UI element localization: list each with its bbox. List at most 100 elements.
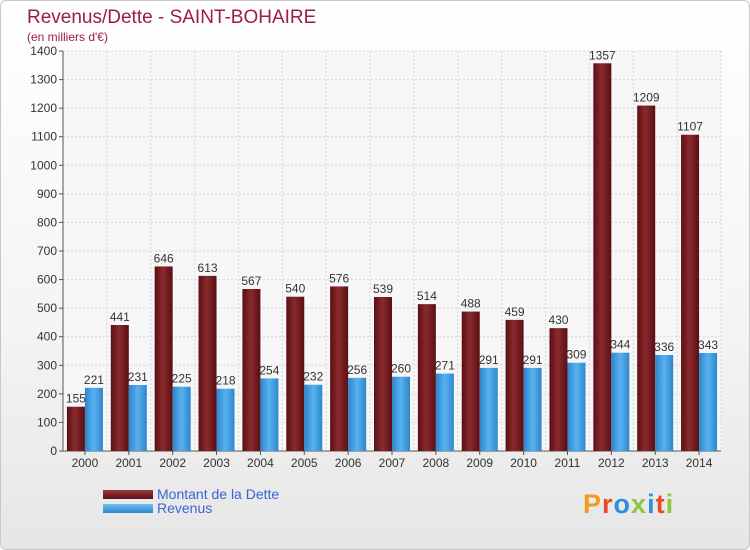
legend-swatch-debt [103, 490, 153, 499]
y-tick-label: 600 [37, 273, 57, 287]
bar-revenus [172, 386, 191, 451]
y-tick-label: 1400 [30, 44, 57, 58]
logo-letter: P [583, 489, 603, 519]
bar-revenus [479, 367, 498, 451]
data-label-debt: 540 [285, 282, 305, 296]
data-label-revenus: 221 [84, 373, 104, 387]
data-label-debt: 567 [241, 274, 261, 288]
chart-title: Revenus/Dette - SAINT-BOHAIRE [27, 7, 317, 28]
y-tick-label: 1100 [31, 130, 57, 144]
data-label-revenus: 218 [216, 374, 236, 388]
y-tick-label: 800 [37, 215, 57, 229]
proxiti-logo: Proxiti [583, 489, 674, 520]
y-tick-label: 1000 [30, 158, 57, 172]
logo-letter: i [647, 489, 656, 519]
data-label-debt: 430 [548, 313, 568, 327]
bar-debt [198, 275, 217, 451]
data-label-debt: 441 [110, 310, 130, 324]
data-label-debt: 155 [66, 392, 86, 406]
x-tick-label: 2006 [335, 456, 362, 470]
data-label-debt: 539 [373, 282, 393, 296]
bar-debt [637, 105, 656, 452]
bar-revenus [392, 376, 410, 451]
y-tick-label: 400 [37, 330, 57, 344]
data-label-revenus: 291 [523, 353, 543, 367]
x-tick-label: 2010 [510, 456, 537, 470]
bar-revenus [84, 387, 103, 451]
bar-revenus [128, 385, 147, 451]
x-tick-label: 2007 [379, 456, 406, 470]
data-label-revenus: 344 [610, 338, 630, 352]
data-label-revenus: 336 [654, 340, 674, 354]
data-label-debt: 646 [154, 251, 174, 265]
bar-revenus [699, 353, 718, 451]
data-label-revenus: 260 [391, 362, 411, 376]
bar-debt [593, 63, 612, 452]
bar-debt [242, 289, 261, 451]
bar-debt [330, 286, 349, 451]
y-tick-label: 200 [37, 387, 57, 401]
data-label-debt: 488 [461, 297, 481, 311]
bar-debt [286, 296, 305, 451]
chart-subtitle: (en milliers d'€) [27, 30, 108, 44]
data-label-debt: 1107 [677, 120, 703, 134]
logo-letter: r [602, 489, 614, 519]
logo-letter: o [613, 489, 632, 519]
data-label-debt: 514 [417, 289, 437, 303]
data-label-debt: 1209 [633, 91, 660, 105]
bar-debt [417, 304, 436, 451]
data-label-revenus: 309 [566, 348, 586, 362]
y-tick-label: 0 [50, 444, 57, 458]
legend-label-revenus: Revenus [157, 500, 213, 516]
bar-revenus [216, 388, 235, 451]
y-tick-label: 1200 [30, 101, 57, 115]
bar-debt [66, 406, 85, 451]
bar-debt [461, 311, 480, 451]
data-label-debt: 613 [198, 261, 218, 275]
data-label-revenus: 225 [172, 372, 192, 386]
data-label-revenus: 271 [435, 359, 455, 373]
bar-debt [681, 134, 700, 451]
logo-letter: x [631, 489, 648, 519]
legend-label-debt: Montant de la Dette [157, 486, 280, 502]
data-label-debt: 1357 [589, 48, 616, 62]
legend-swatch-revenus [103, 504, 153, 513]
data-label-revenus: 291 [479, 353, 499, 367]
y-tick-label: 700 [37, 244, 57, 258]
bar-revenus [304, 384, 323, 451]
data-label-revenus: 256 [347, 363, 367, 377]
bar-debt [110, 325, 129, 451]
data-label-revenus: 231 [128, 370, 148, 384]
x-tick-label: 2003 [203, 456, 230, 470]
bar-debt [374, 297, 392, 451]
bar-debt [549, 328, 568, 451]
x-tick-label: 2011 [555, 456, 581, 470]
logo-letter: i [665, 489, 675, 519]
y-tick-label: 300 [37, 358, 57, 372]
bar-debt [505, 319, 524, 451]
x-tick-label: 2004 [247, 456, 274, 470]
y-tick-label: 100 [37, 415, 57, 429]
x-tick-label: 2005 [291, 456, 318, 470]
data-label-revenus: 254 [259, 363, 279, 377]
y-tick-label: 1300 [30, 73, 57, 87]
x-tick-label: 2014 [686, 456, 713, 470]
data-label-debt: 459 [505, 305, 525, 319]
bar-revenus [348, 377, 367, 451]
bar-revenus [260, 378, 279, 451]
bar-revenus [435, 373, 454, 451]
x-tick-label: 2008 [423, 456, 450, 470]
y-tick-label: 900 [37, 187, 57, 201]
x-tick-label: 2002 [159, 456, 186, 470]
bar-revenus [523, 367, 542, 451]
data-label-revenus: 232 [303, 370, 323, 384]
data-label-debt: 576 [329, 271, 349, 285]
bar-revenus [655, 355, 674, 451]
bar-revenus [611, 352, 630, 451]
x-tick-label: 2012 [598, 456, 625, 470]
x-tick-label: 2001 [115, 456, 142, 470]
x-tick-label: 2000 [72, 456, 99, 470]
bar-debt [154, 266, 173, 451]
